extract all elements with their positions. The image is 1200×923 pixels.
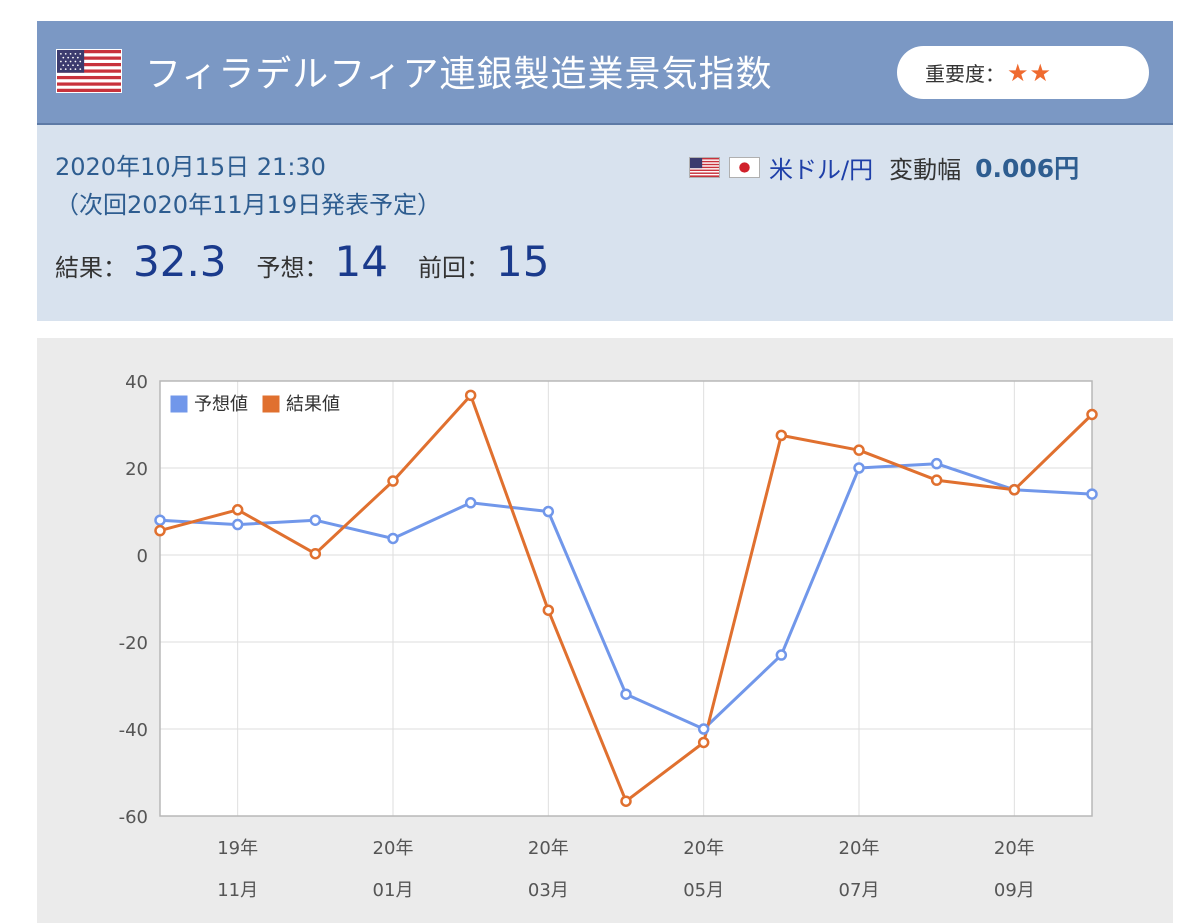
x-tick-month: 05月 [683, 880, 724, 901]
y-tick-label: -60 [119, 807, 148, 828]
values-row: 結果： 32.3 予想： 14 前回： 15 [55, 237, 579, 286]
range-value: 0.006円 [975, 154, 1080, 183]
result-value: 32.3 [133, 237, 227, 286]
data-point-s2 [464, 389, 477, 402]
x-tick-year: 20年 [683, 838, 724, 859]
indicator-title: フィラデルフィア連銀製造業景気指数 [145, 54, 773, 95]
data-point-s1 [930, 457, 943, 470]
x-tick-month: 09月 [994, 880, 1035, 901]
x-tick-month: 01月 [373, 880, 414, 901]
y-tick-label: 0 [137, 546, 148, 567]
indicator-header: フィラデルフィア連銀製造業景気指数 重要度： ★★ [37, 21, 1173, 125]
data-point-s1 [1086, 488, 1098, 500]
history-chart: 40 20 0 -20 -40 -60 19年 11月 20年 01月 20年 03月 20年 05月 20… [119, 372, 1098, 901]
legend-label: 予想値 [194, 394, 248, 415]
data-point-s2 [775, 429, 788, 442]
data-point-s1 [775, 649, 788, 661]
us-flag-icon [689, 156, 720, 178]
forecast-value: 14 [334, 237, 388, 286]
y-tick-label: 40 [125, 372, 148, 393]
data-point-s2 [542, 604, 555, 616]
data-point-s1 [387, 532, 399, 545]
currency-pair-link[interactable]: 米ドル/円 [769, 155, 874, 184]
data-point-s1 [542, 505, 555, 518]
legend-swatch [261, 394, 281, 414]
currency-pair-row: 米ドル/円 変動幅 0.006円 [689, 149, 1079, 185]
data-point-s2 [1008, 484, 1021, 496]
plot-frame [159, 380, 1093, 817]
y-tick-label: 20 [125, 459, 148, 480]
jp-flag-icon [729, 156, 760, 178]
chart-panel: 40 20 0 -20 -40 -60 19年 11月 20年 01月 20年 03月 20年 05月 20… [37, 338, 1173, 923]
data-point-s2 [231, 504, 244, 516]
y-tick-label: -40 [119, 720, 148, 741]
previous-label: 前回： [417, 254, 490, 282]
data-point-s1 [620, 688, 632, 700]
x-tick-year: 19年 [217, 838, 258, 859]
release-date: 2020年10月15日 21:30 [55, 153, 326, 181]
data-point-s2 [930, 474, 943, 486]
x-tick-month: 07月 [839, 880, 880, 901]
data-point-s1 [697, 723, 710, 735]
importance-label: 重要度： [925, 62, 1005, 86]
next-release: （次回2020年11月19日発表予定） [55, 191, 442, 219]
us-flag-icon [56, 49, 122, 93]
data-point-s2 [154, 524, 166, 537]
data-point-s2 [1086, 408, 1098, 421]
x-tick-year: 20年 [994, 838, 1035, 859]
data-point-s2 [387, 475, 399, 487]
forecast-label: 予想： [256, 254, 329, 282]
x-tick-year: 20年 [528, 838, 569, 859]
legend-label: 結果値 [286, 394, 340, 415]
data-point-s2 [309, 547, 322, 560]
data-point-s2 [620, 795, 632, 807]
y-tick-label: -20 [119, 633, 148, 654]
x-tick-year: 20年 [839, 838, 880, 859]
importance-badge: 重要度： ★★ [897, 46, 1149, 99]
data-point-s1 [154, 514, 166, 526]
release-info: 2020年10月15日 21:30 （次回2020年11月19日発表予定） 米ド… [37, 125, 1173, 321]
data-point-s2 [853, 444, 865, 456]
data-point-s1 [464, 497, 477, 509]
data-point-s1 [853, 462, 865, 474]
data-point-s1 [309, 514, 322, 526]
x-tick-year: 20年 [373, 838, 414, 859]
data-point-s1 [231, 518, 244, 531]
x-tick-month: 03月 [528, 880, 569, 901]
legend-swatch [169, 394, 189, 414]
data-point-s2 [697, 736, 710, 749]
x-tick-month: 11月 [217, 880, 258, 901]
previous-value: 15 [495, 237, 550, 286]
range-label: 変動幅 [889, 155, 962, 184]
importance-stars: ★★ [1007, 58, 1053, 87]
result-label: 結果： [55, 254, 127, 282]
plot-area [160, 381, 1092, 816]
